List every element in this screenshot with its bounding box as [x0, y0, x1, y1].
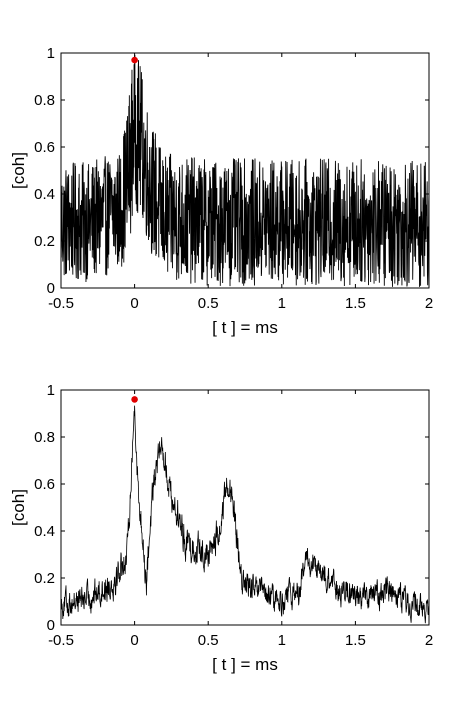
y-axis-label: [coh] [9, 489, 28, 526]
y-tick-label: 0.6 [34, 139, 55, 156]
x-axis-label: [ t ] = ms [212, 655, 278, 674]
y-tick-label: 1 [47, 45, 55, 62]
y-tick-label: 0.8 [34, 92, 55, 109]
peak-marker [131, 56, 138, 64]
x-tick-label: 1.5 [345, 632, 366, 649]
chart-panel-2: -0.5 0 0.5 1 1.5 200.20.40.60.81[ t ] = ms[co… [9, 382, 433, 674]
series-line [61, 54, 429, 287]
plot-frame [60, 389, 430, 626]
x-tick-label: 0 [130, 632, 138, 649]
y-tick-label: 1 [47, 382, 55, 399]
peak-marker [131, 396, 138, 403]
y-tick-label: 0.8 [34, 429, 55, 446]
x-tick-label: 2 [425, 632, 433, 649]
x-tick-label: -0.5 [48, 632, 74, 649]
x-tick-label: 1 [278, 632, 286, 649]
x-tick-label: 0.5 [198, 295, 219, 312]
y-axis-label: [coh] [9, 152, 28, 189]
y-tick-label: 0 [47, 280, 55, 297]
x-tick-label: 2 [425, 295, 433, 312]
y-tick-label: 0.4 [34, 523, 55, 540]
y-tick-label: 0.4 [34, 186, 55, 203]
x-tick-label: 1 [278, 295, 286, 312]
y-tick-label: 0 [47, 617, 55, 634]
chart-panel-1: -0.5 0 0.5 1 1.5 200.20.40.60.81[ t ] = ms[co… [9, 45, 433, 337]
series-line [61, 405, 429, 624]
y-tick-label: 0.6 [34, 476, 55, 493]
plot-frame [60, 52, 430, 289]
x-tick-label: 0 [130, 295, 138, 312]
x-axis-label: [ t ] = ms [212, 318, 278, 337]
y-tick-label: 0.2 [34, 570, 55, 587]
y-tick-label: 0.2 [34, 233, 55, 250]
x-tick-label: 1.5 [345, 295, 366, 312]
x-tick-label: 0.5 [198, 632, 219, 649]
x-tick-label: -0.5 [48, 295, 74, 312]
